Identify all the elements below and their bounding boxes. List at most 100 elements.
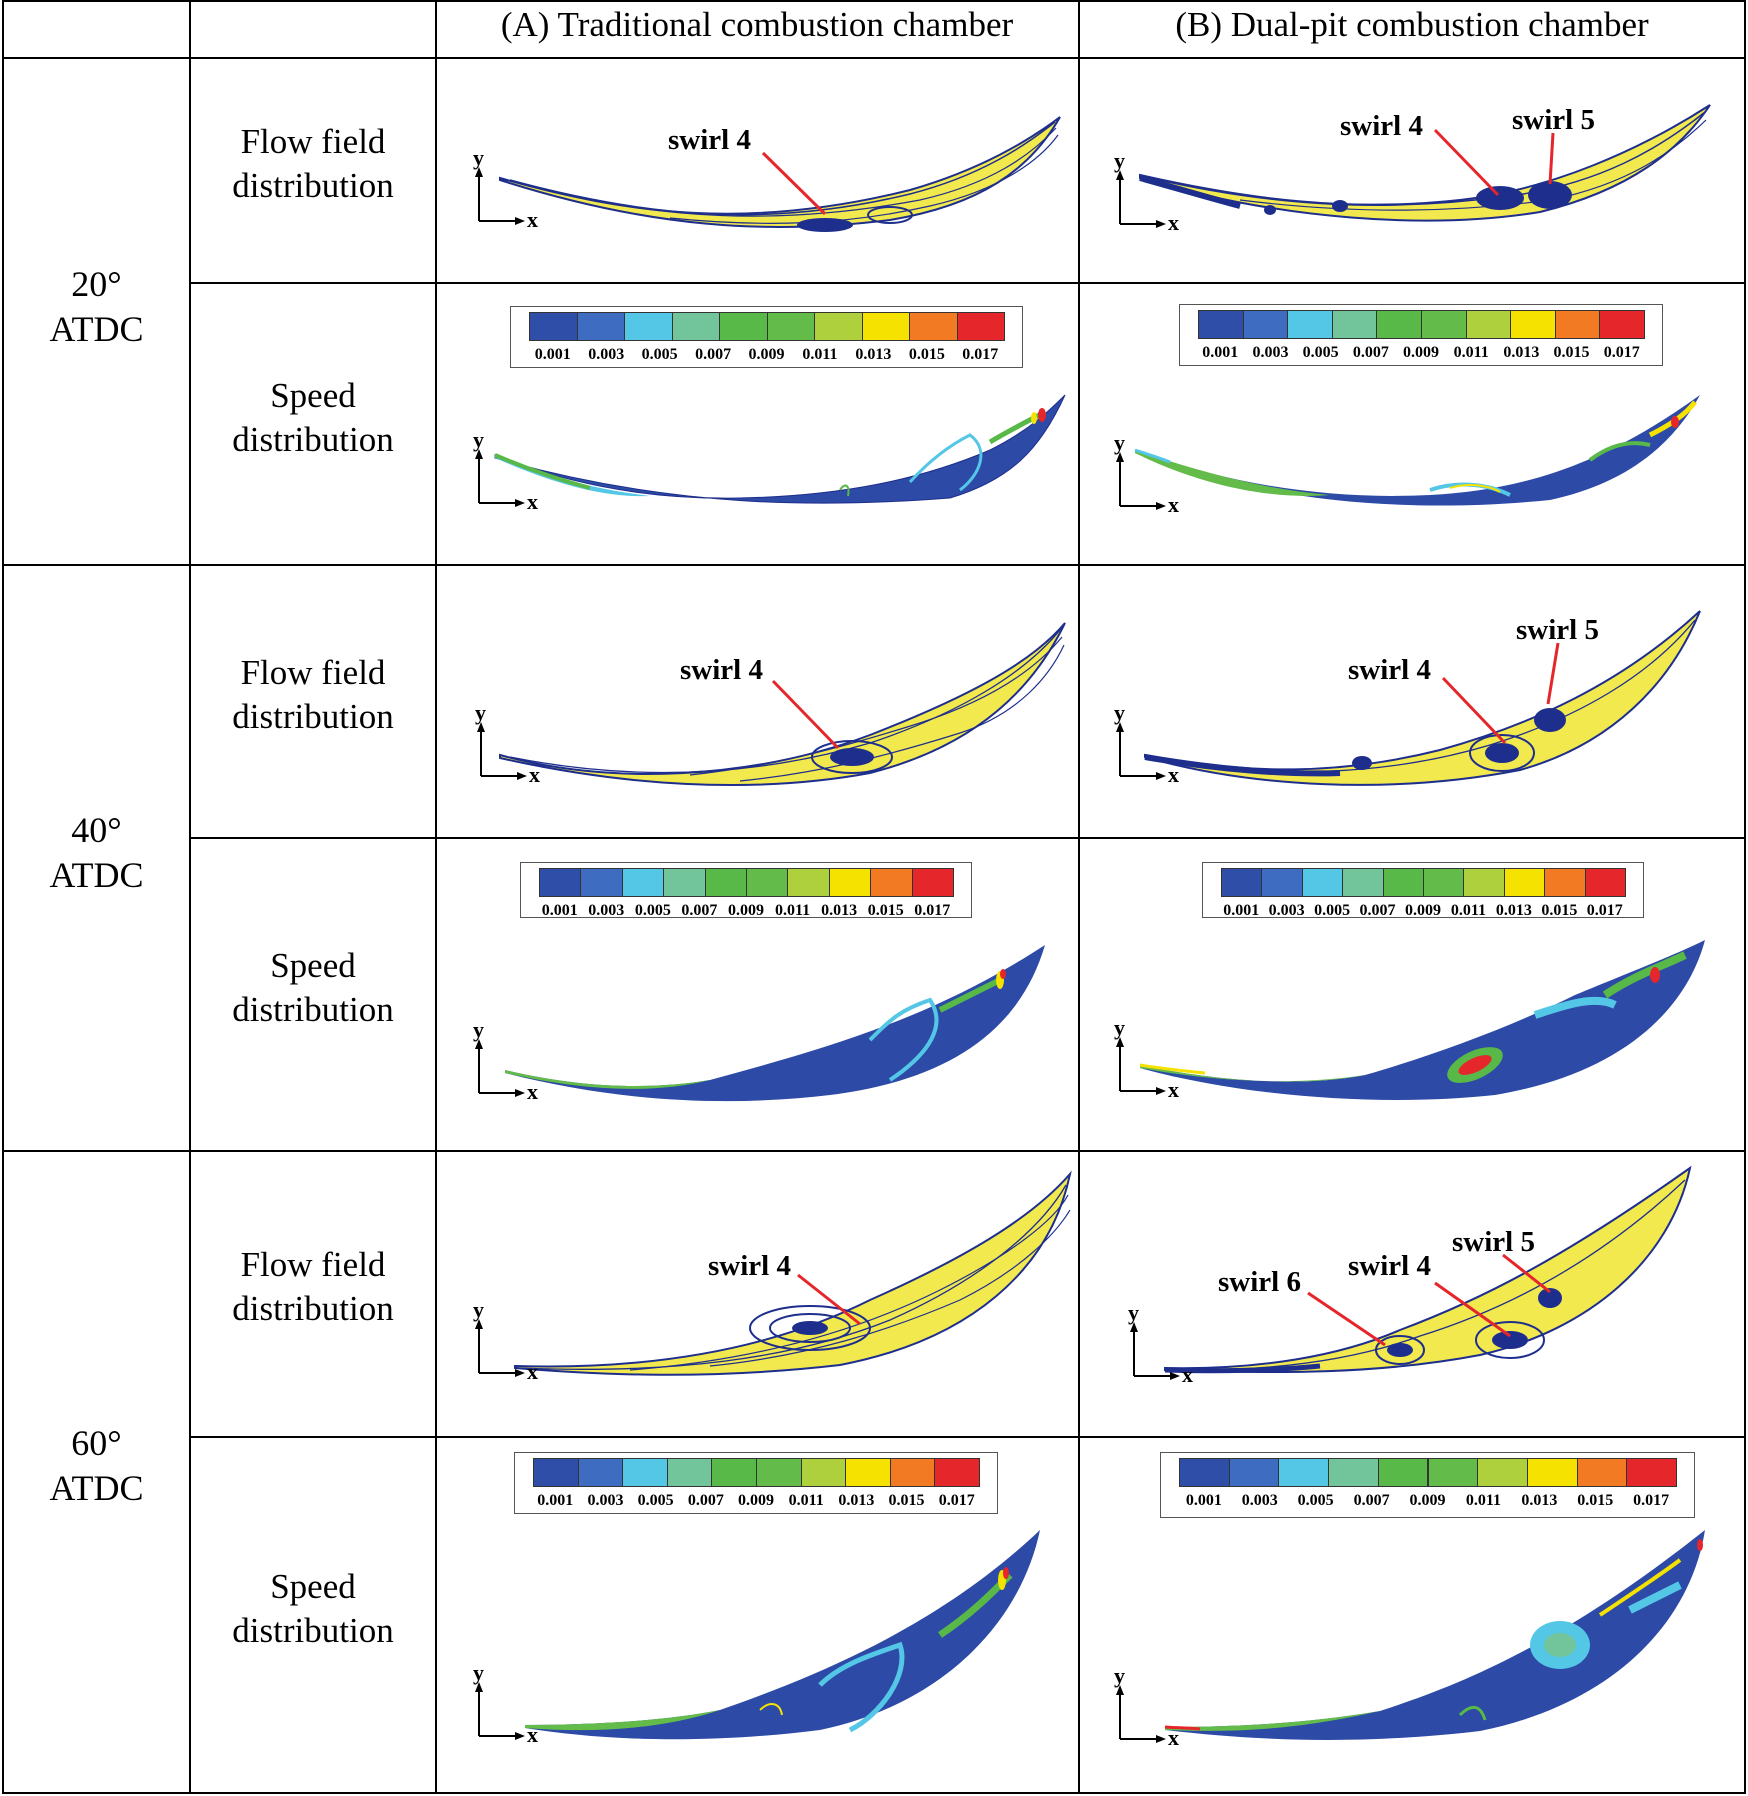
colorbar-tick-label: 0.013 xyxy=(1521,1492,1558,1509)
flow-field-svg xyxy=(1164,1165,1692,1374)
colorbar-a60: 0.001 0.003 0.005 0.007 0.009 0.011 0.013 0.015… xyxy=(514,1452,998,1514)
colorbar-tick-label: 0.013 xyxy=(838,1492,875,1509)
colorbar-tick-label: 0.003 xyxy=(1241,1492,1278,1509)
colorbar-swatch xyxy=(622,1458,668,1487)
row-label-flow-40: Flow field distribution xyxy=(191,651,435,739)
colorbar-tick-label: 0.011 xyxy=(1465,1492,1501,1509)
flow-field-image-a20 xyxy=(470,110,1070,260)
row-label-flow-60: Flow field distribution xyxy=(191,1243,435,1331)
colorbar-tick-label: 0.013 xyxy=(855,346,892,363)
colorbar-tick-label: 0.017 xyxy=(1633,1492,1670,1509)
row-label-line: distribution xyxy=(232,1288,394,1328)
colorbar-tick-label: 0.009 xyxy=(1405,902,1441,919)
colorbar-tick-label: 0.017 xyxy=(1586,902,1623,919)
row-label-speed-20: Speed distribution xyxy=(191,374,435,462)
swirl-label-b60-6: swirl 6 xyxy=(1218,1266,1301,1298)
colorbar-swatch xyxy=(1427,1458,1479,1487)
x-axis-label: x xyxy=(527,1722,538,1747)
colorbar-swatch xyxy=(1544,868,1586,897)
colorbar-swatch xyxy=(1584,868,1626,897)
axes-arrows xyxy=(475,1319,525,1377)
colorbar-tick-label: 0.015 xyxy=(888,1492,925,1509)
y-axis-label: y xyxy=(1114,430,1125,455)
colorbar-tick-label: 0.009 xyxy=(1403,344,1439,361)
colorbar-swatch xyxy=(1221,868,1263,897)
colorbar-tick-label: 0.009 xyxy=(748,346,785,363)
colorbar-swatch xyxy=(711,1458,757,1487)
y-axis-label: y xyxy=(475,700,486,725)
angle-60-unit: ATDC xyxy=(49,1468,144,1508)
group-label-60: 60° ATDC xyxy=(4,1421,189,1511)
colorbar-swatch xyxy=(1423,868,1465,897)
speed-image-b40 xyxy=(1135,935,1715,1110)
row-label-line: Speed xyxy=(270,376,356,415)
arrow-a20-4 xyxy=(761,151,827,216)
colorbar-swatch xyxy=(1382,868,1424,897)
row-label-line: Flow field xyxy=(240,122,386,161)
speed-svg xyxy=(525,1530,1040,1740)
colorbar-swatch xyxy=(1278,1458,1330,1487)
angle-20: 20° xyxy=(71,264,122,304)
row-label-line: Flow field xyxy=(240,1245,386,1284)
axes-arrows xyxy=(477,722,527,780)
colorbar-tick-label: 0.005 xyxy=(1302,344,1339,361)
x-axis-label: x xyxy=(1168,1077,1179,1102)
row-label-speed-60: Speed distribution xyxy=(191,1565,435,1653)
colorbar-swatch xyxy=(756,1458,802,1487)
colorbar-tick-label: 0.017 xyxy=(914,902,951,919)
row-label-line: distribution xyxy=(232,419,394,459)
colorbar-tick-label: 0.001 xyxy=(1202,344,1239,361)
flow-field-image-b60 xyxy=(1160,1160,1700,1380)
colorbar-tick-label: 0.001 xyxy=(537,1492,574,1509)
colorbar-tick-label: 0.015 xyxy=(1577,1492,1614,1509)
colorbar-swatch xyxy=(663,868,706,897)
axes-arrows xyxy=(1116,1685,1166,1743)
colorbar-tick-label: 0.003 xyxy=(1252,344,1289,361)
swirl-label-a40-4: swirl 4 xyxy=(680,654,763,686)
speed-svg xyxy=(1139,940,1705,1100)
speed-image-a40 xyxy=(500,940,1060,1110)
grid-line-40-60 xyxy=(2,1150,1746,1152)
arrow-b40-4 xyxy=(1441,676,1507,745)
colorbar-swatch xyxy=(577,1458,624,1487)
colorbar-swatch xyxy=(766,312,815,341)
colorbar-swatch xyxy=(828,868,872,897)
axes-arrows xyxy=(475,167,525,225)
y-axis-label: y xyxy=(473,1017,484,1042)
arrow-a40-4 xyxy=(771,679,840,750)
colorbar-swatch xyxy=(1198,310,1244,339)
axes-arrows xyxy=(1116,1037,1166,1095)
colorbar-tick-label: 0.005 xyxy=(634,902,671,919)
colorbar-swatch xyxy=(870,868,913,897)
colorbar-swatch xyxy=(800,1458,847,1487)
x-axis-label: x xyxy=(527,489,538,514)
colorbar-tick-label: 0.007 xyxy=(1359,902,1396,919)
speed-svg xyxy=(505,945,1045,1102)
colorbar-tick-label: 0.011 xyxy=(775,902,811,919)
colorbar-swatch xyxy=(845,1458,891,1487)
row-label-line: Speed xyxy=(270,1567,356,1606)
colorbar-swatch xyxy=(889,1458,936,1487)
colorbar-tick-label: 0.009 xyxy=(1409,1492,1446,1509)
y-axis-label: y xyxy=(1114,1663,1125,1688)
speed-image-b60 xyxy=(1160,1525,1720,1750)
axes-arrows xyxy=(1130,1322,1180,1380)
colorbar-a40: 0.001 0.003 0.005 0.007 0.009 0.011 0.013 0.015… xyxy=(520,862,972,919)
colorbar-tick-label: 0.015 xyxy=(1553,344,1590,361)
colorbar-tick-label: 0.005 xyxy=(637,1492,674,1509)
axes-arrows xyxy=(475,1039,525,1097)
y-axis-label: y xyxy=(1114,700,1125,725)
colorbar-swatch xyxy=(1376,310,1422,339)
colorbar-swatch xyxy=(746,868,789,897)
colorbar-swatch xyxy=(539,868,582,897)
colorbar-swatch xyxy=(1261,868,1303,897)
arrow-b20-5 xyxy=(1548,132,1555,185)
colorbar-swatch xyxy=(624,312,673,341)
colorbar-swatch xyxy=(1377,1458,1429,1487)
speed-svg xyxy=(1134,395,1700,506)
grid-line-60-mid xyxy=(190,1436,1746,1438)
row-label-line: distribution xyxy=(232,696,394,736)
